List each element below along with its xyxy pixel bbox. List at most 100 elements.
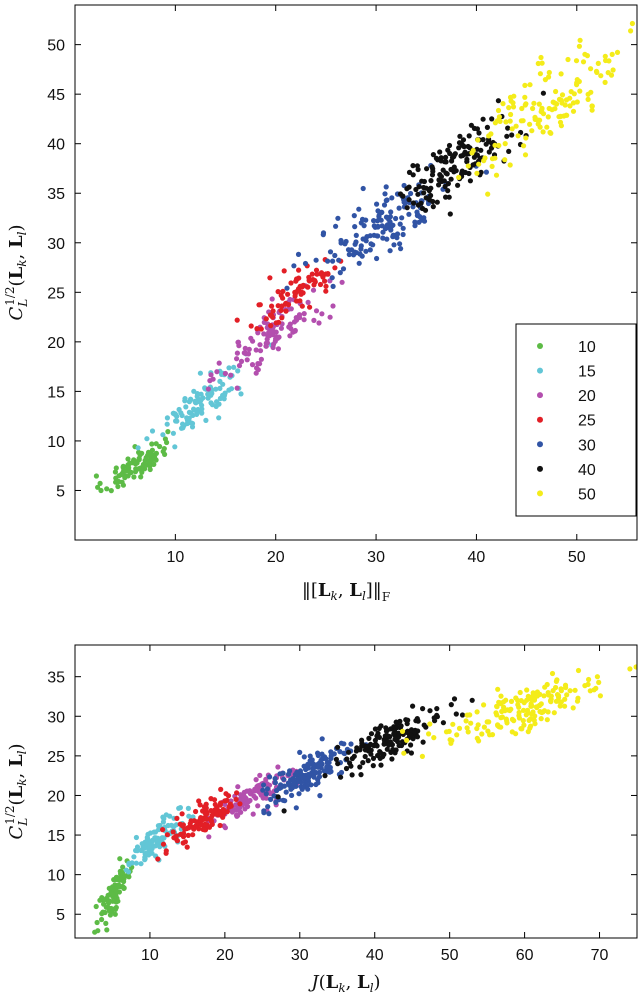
data-point [504, 720, 510, 726]
data-point [400, 231, 406, 238]
data-point [574, 99, 580, 105]
data-point [117, 856, 123, 862]
data-point [120, 883, 126, 890]
data-point [286, 324, 292, 330]
data-point [486, 719, 492, 725]
data-point [205, 391, 211, 397]
data-point [313, 308, 320, 314]
data-point [384, 197, 390, 203]
data-point [332, 252, 338, 259]
data-point [280, 288, 286, 294]
legend-marker [537, 465, 543, 472]
data-point [319, 736, 325, 742]
data-point [456, 174, 462, 180]
data-point [392, 736, 398, 743]
data-point [197, 817, 203, 823]
data-point [387, 248, 393, 254]
data-point [120, 463, 126, 469]
data-point [136, 449, 142, 455]
y-tick-label: 10 [47, 434, 65, 451]
data-point [313, 770, 319, 776]
series-10 [93, 429, 171, 494]
data-point [344, 756, 350, 762]
data-point [428, 192, 434, 199]
data-point [144, 836, 151, 842]
data-point [511, 718, 517, 724]
data-point [104, 927, 110, 933]
data-point [105, 900, 112, 906]
data-point [122, 475, 128, 481]
data-point [366, 735, 372, 742]
series-15 [135, 342, 275, 451]
data-point [257, 302, 263, 308]
data-point [412, 223, 418, 229]
data-point [188, 824, 194, 830]
data-point [318, 757, 324, 763]
data-point [393, 215, 399, 222]
data-point [522, 94, 528, 100]
plot-frame [74, 4, 638, 541]
data-point [310, 287, 317, 293]
data-point [507, 162, 513, 168]
data-point [549, 670, 556, 677]
data-point [305, 786, 311, 792]
data-point [268, 796, 274, 803]
data-point [446, 728, 452, 735]
data-point [132, 469, 139, 475]
data-point [521, 722, 527, 728]
data-point [482, 155, 488, 161]
data-point [392, 750, 398, 756]
data-point [133, 834, 139, 841]
data-point [574, 77, 580, 83]
data-point [548, 693, 554, 699]
data-point [335, 761, 341, 767]
data-point [408, 190, 414, 197]
data-point [285, 291, 291, 297]
data-point [236, 808, 242, 814]
legend-label: 25 [578, 413, 596, 430]
data-point [275, 303, 281, 309]
data-point [394, 231, 401, 237]
data-point [327, 249, 334, 255]
data-point [233, 796, 239, 803]
data-point [217, 822, 223, 829]
data-point [291, 319, 298, 325]
data-point [208, 372, 214, 378]
data-point [389, 756, 395, 762]
data-point [336, 257, 342, 263]
data-point [471, 125, 477, 131]
data-point [628, 28, 634, 34]
data-point [539, 60, 545, 66]
data-point [388, 227, 394, 233]
data-point [305, 775, 311, 782]
data-point [280, 770, 286, 776]
data-point [489, 163, 495, 169]
data-point [356, 260, 362, 266]
data-point [255, 330, 261, 336]
data-point [440, 167, 446, 173]
data-point [281, 776, 287, 782]
data-point [289, 785, 295, 791]
data-point [315, 752, 321, 759]
data-point [594, 674, 601, 680]
data-point [378, 750, 384, 756]
data-point [234, 350, 240, 356]
series-25 [155, 786, 243, 862]
data-point [518, 118, 525, 124]
data-point [221, 392, 228, 398]
data-point [502, 157, 508, 163]
data-point [591, 687, 597, 693]
data-point [235, 784, 241, 790]
data-point [113, 479, 119, 485]
data-point [488, 145, 495, 151]
data-point [368, 241, 374, 247]
data-point [296, 791, 302, 797]
data-point [558, 123, 565, 129]
data-point [270, 344, 276, 351]
data-point [567, 95, 573, 101]
scatter-plot-1: 10 20 30 40 50 5 10 15 20 25 30 35 40 45 50 CL1/2(Lk, L… [3, 4, 638, 604]
data-point [275, 794, 281, 800]
data-point [467, 178, 473, 184]
data-point [327, 314, 333, 320]
data-point [464, 725, 470, 731]
